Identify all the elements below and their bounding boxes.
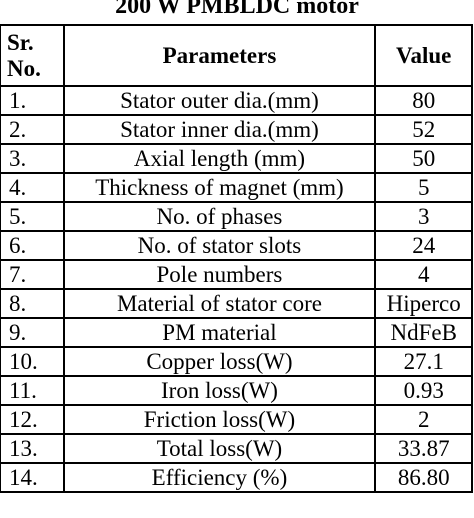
- sr-no-header: Sr. No.: [0, 24, 65, 87]
- header-row: Sr. No. Parameters Value: [0, 24, 473, 87]
- sr-cell: 4.: [0, 172, 65, 203]
- value-cell: 27.1: [374, 346, 473, 377]
- table-row: 6. No. of stator slots 24: [0, 230, 473, 261]
- table-row: 9. PM material NdFeB: [0, 317, 473, 348]
- table-row: 12. Friction loss(W) 2: [0, 404, 473, 435]
- table-row: 14. Efficiency (%) 86.80: [0, 462, 473, 493]
- parameter-cell: Efficiency (%): [62, 462, 377, 493]
- value-cell: 86.80: [374, 462, 473, 493]
- sr-cell: 6.: [0, 230, 65, 261]
- parameter-cell: No. of stator slots: [62, 230, 377, 261]
- value-cell: 50: [374, 143, 473, 174]
- sr-cell: 5.: [0, 201, 65, 232]
- table-row: 13. Total loss(W) 33.87: [0, 433, 473, 464]
- parameter-cell: Material of stator core: [62, 288, 377, 319]
- table-row: 5. No. of phases 3: [0, 201, 473, 232]
- sr-cell: 3.: [0, 143, 65, 174]
- sr-cell: 12.: [0, 404, 65, 435]
- value-cell: 2: [374, 404, 473, 435]
- parameter-cell: No. of phases: [62, 201, 377, 232]
- parameter-cell: Friction loss(W): [62, 404, 377, 435]
- parameter-cell: Copper loss(W): [62, 346, 377, 377]
- table-row: 8. Material of stator core Hiperco: [0, 288, 473, 319]
- value-cell: 33.87: [374, 433, 473, 464]
- value-cell: Hiperco: [374, 288, 473, 319]
- table-row: 3. Axial length (mm) 50: [0, 143, 473, 174]
- table-title: 200 W PMBLDC motor: [115, 0, 359, 19]
- parameters-header: Parameters: [62, 24, 377, 87]
- sr-cell: 1.: [0, 85, 65, 116]
- sr-header-line2: No.: [7, 55, 41, 81]
- parameter-cell: Iron loss(W): [62, 375, 377, 406]
- value-cell: 80: [374, 85, 473, 116]
- sr-cell: 11.: [0, 375, 65, 406]
- value-cell: 5: [374, 172, 473, 203]
- sr-cell: 9.: [0, 317, 65, 348]
- sr-cell: 2.: [0, 114, 65, 145]
- parameter-cell: Stator outer dia.(mm): [62, 85, 377, 116]
- parameter-cell: Thickness of magnet (mm): [62, 172, 377, 203]
- table-row: 4. Thickness of magnet (mm) 5: [0, 172, 473, 203]
- value-cell: NdFeB: [374, 317, 473, 348]
- table-body: 1. Stator outer dia.(mm) 80 2. Stator inner…: [0, 85, 473, 493]
- value-cell: 0.93: [374, 375, 473, 406]
- parameter-cell: PM material: [62, 317, 377, 348]
- sr-cell: 13.: [0, 433, 65, 464]
- sr-cell: 7.: [0, 259, 65, 290]
- parameter-cell: Pole numbers: [62, 259, 377, 290]
- parameter-cell: Axial length (mm): [62, 143, 377, 174]
- parameters-table: Sr. No. Parameters Value 1. Stator outer …: [0, 24, 473, 493]
- value-cell: 4: [374, 259, 473, 290]
- table-row: 11. Iron loss(W) 0.93: [0, 375, 473, 406]
- value-cell: 24: [374, 230, 473, 261]
- sr-header-line1: Sr.: [7, 29, 34, 55]
- table-row: 10. Copper loss(W) 27.1: [0, 346, 473, 377]
- sr-cell: 14.: [0, 462, 65, 493]
- parameter-cell: Stator inner dia.(mm): [62, 114, 377, 145]
- table-row: 1. Stator outer dia.(mm) 80: [0, 85, 473, 116]
- table-row: 7. Pole numbers 4: [0, 259, 473, 290]
- value-header: Value: [374, 24, 473, 87]
- table-row: 2. Stator inner dia.(mm) 52: [0, 114, 473, 145]
- sr-cell: 10.: [0, 346, 65, 377]
- value-cell: 52: [374, 114, 473, 145]
- value-cell: 3: [374, 201, 473, 232]
- parameter-cell: Total loss(W): [62, 433, 377, 464]
- sr-cell: 8.: [0, 288, 65, 319]
